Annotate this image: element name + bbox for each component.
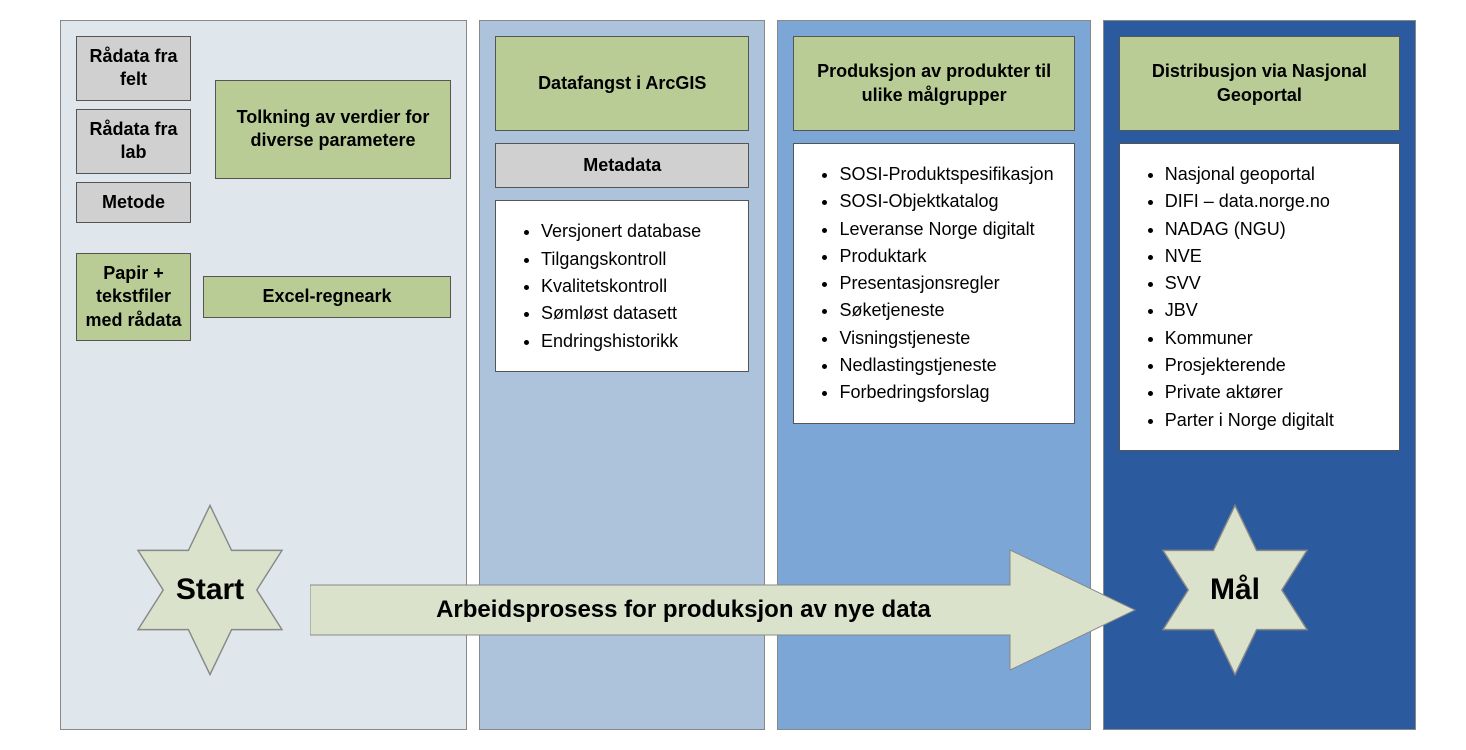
- arrow-label: Arbeidsprosess for produksjon av nye dat…: [436, 596, 931, 624]
- list-item: SOSI-Objektkatalog: [839, 189, 1063, 213]
- header-produksjon: Produksjon av produkter til ulike målgru…: [793, 36, 1074, 131]
- list-item: Sømløst datasett: [541, 301, 738, 325]
- list-item: Søketjeneste: [839, 298, 1063, 322]
- list-distribusjon: Nasjonal geoportal DIFI – data.norge.no …: [1119, 143, 1400, 451]
- list-item: SOSI-Produktspesifikasjon: [839, 162, 1063, 186]
- header-distribusjon: Distribusjon via Nasjonal Geoportal: [1119, 36, 1400, 131]
- list-item: Nasjonal geoportal: [1165, 162, 1389, 186]
- list-item: NVE: [1165, 244, 1389, 268]
- star-start-label: Start: [176, 573, 244, 607]
- header-datafangst: Datafangst i ArcGIS: [495, 36, 749, 131]
- list-item: Private aktører: [1165, 380, 1389, 404]
- list-item: Parter i Norge digitalt: [1165, 408, 1389, 432]
- left-gray-boxes: Rådata fra felt Rådata fra lab Metode: [76, 36, 191, 223]
- box-radata-lab: Rådata fra lab: [76, 109, 191, 174]
- list-item: Forbedringsforslag: [839, 380, 1063, 404]
- list-item: JBV: [1165, 298, 1389, 322]
- list-item: Endringshistorikk: [541, 329, 738, 353]
- list-item: DIFI – data.norge.no: [1165, 189, 1389, 213]
- star-goal: Mål: [1145, 500, 1325, 680]
- list-item: Leveranse Norge digitalt: [839, 217, 1063, 241]
- list-item: Presentasjonsregler: [839, 271, 1063, 295]
- list-produksjon: SOSI-Produktspesifikasjon SOSI-Objektkat…: [793, 143, 1074, 424]
- list-item: Versjonert database: [541, 219, 738, 243]
- box-tolkning: Tolkning av verdier for diverse paramete…: [215, 80, 451, 179]
- list-item: Kommuner: [1165, 326, 1389, 350]
- list-item: Kvalitetskontroll: [541, 274, 738, 298]
- list-item: Produktark: [839, 244, 1063, 268]
- list-item: SVV: [1165, 271, 1389, 295]
- list-item: Visningstjeneste: [839, 326, 1063, 350]
- list-item: Nedlastingstjeneste: [839, 353, 1063, 377]
- arrow-process: Arbeidsprosess for produksjon av nye dat…: [310, 540, 1140, 680]
- box-metode: Metode: [76, 182, 191, 223]
- list-item: Tilgangskontroll: [541, 247, 738, 271]
- star-start: Start: [120, 500, 300, 680]
- list-datafangst: Versjonert database Tilgangskontroll Kva…: [495, 200, 749, 371]
- box-papir: Papir + tekstfiler med rådata: [76, 253, 191, 341]
- subheader-metadata: Metadata: [495, 143, 749, 188]
- list-item: NADAG (NGU): [1165, 217, 1389, 241]
- list-item: Prosjekterende: [1165, 353, 1389, 377]
- box-radata-felt: Rådata fra felt: [76, 36, 191, 101]
- star-goal-label: Mål: [1210, 573, 1260, 607]
- box-excel: Excel-regneark: [203, 276, 451, 317]
